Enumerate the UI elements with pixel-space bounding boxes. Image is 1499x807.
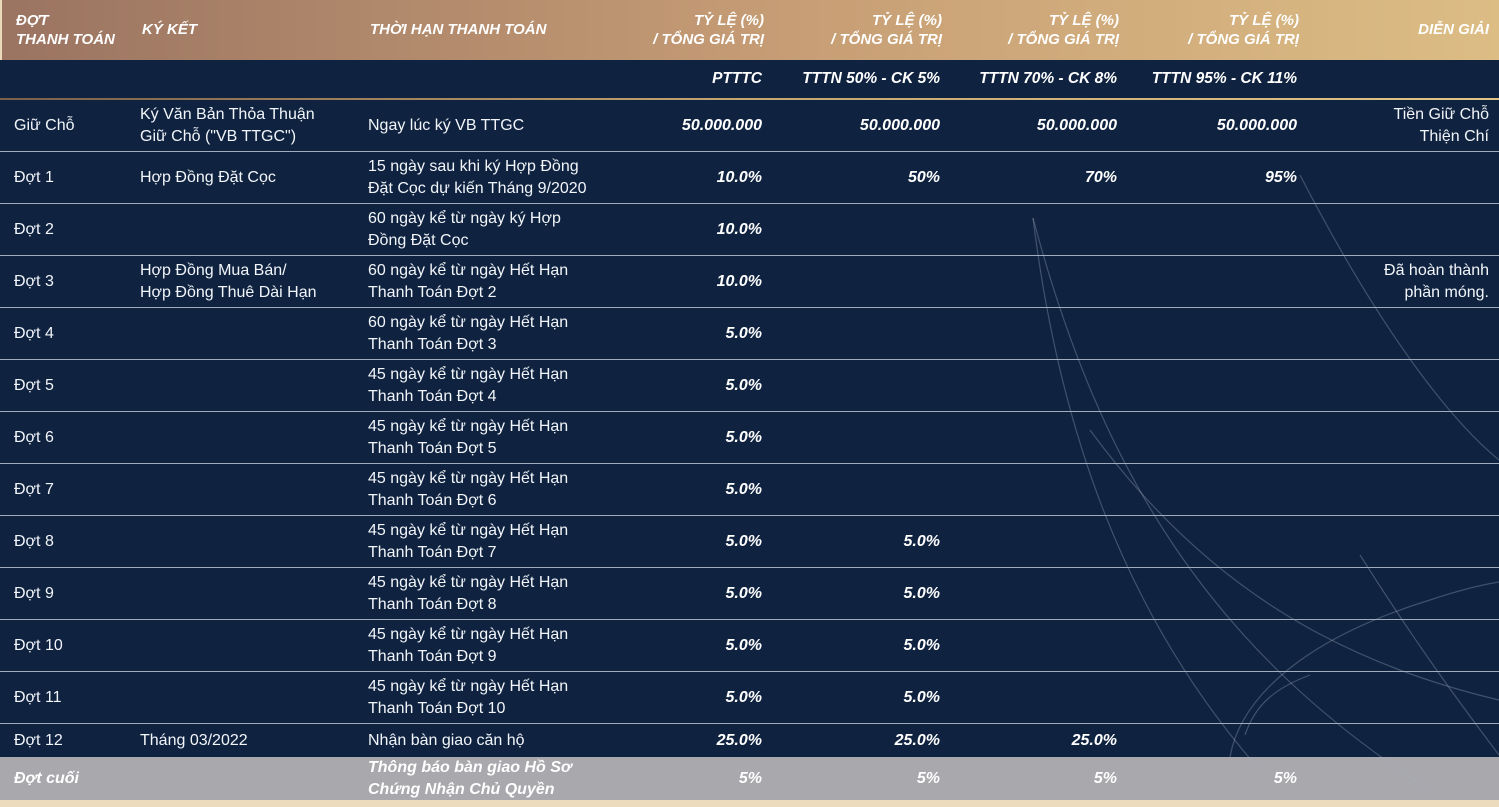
- header-ratio-tttn95: TỶ LỆ (%) / TỔNG GIÁ TRỊ: [1188, 11, 1299, 49]
- cell-deadline: 45 ngày kể từ ngày Hết Hạn Thanh Toán Đợ…: [368, 418, 569, 457]
- cell-tttn95: 50.000.000: [1216, 116, 1297, 134]
- cell-ptttc: 5.0%: [725, 636, 762, 654]
- subheader-ptttc: PTTTC: [712, 69, 762, 87]
- cell-ptttc: 50.000.000: [681, 116, 762, 134]
- table-row: Đợt 7 45 ngày kể từ ngày Hết Hạn Thanh To…: [0, 464, 1499, 516]
- cell-note: Đã hoàn thành phần móng.: [1384, 262, 1489, 301]
- cell-tttn70: 70%: [1084, 168, 1117, 186]
- bottom-accent-strip: [0, 800, 1499, 807]
- table-row: Giữ Chỗ Ký Văn Bản Thỏa Thuận Giữ Chỗ ("V…: [0, 100, 1499, 152]
- header-ratio-tttn50: TỶ LỆ (%) / TỔNG GIÁ TRỊ: [831, 11, 942, 49]
- table-row: Đợt 10 45 ngày kể từ ngày Hết Hạn Thanh T…: [0, 620, 1499, 672]
- cell-note: Tiền Giữ Chỗ Thiện Chí: [1393, 106, 1489, 145]
- header-note: DIỄN GIẢI: [1418, 21, 1489, 39]
- header-phase: ĐỢT THANH TOÁN: [16, 11, 115, 49]
- cell-ptttc: 10.0%: [716, 220, 762, 238]
- cell-deadline: 60 ngày kể từ ngày Hết Hạn Thanh Toán Đợ…: [368, 262, 569, 301]
- header-signing: KÝ KẾT: [142, 21, 198, 39]
- cell-tttn50: 25.0%: [894, 731, 940, 749]
- table-row: Đợt 11 45 ngày kể từ ngày Hết Hạn Thanh T…: [0, 672, 1499, 724]
- cell-signing: Hợp Đồng Mua Bán/ Hợp Đồng Thuê Dài Hạn: [140, 262, 317, 301]
- cell-deadline: Thông báo bàn giao Hồ Sơ Chứng Nhận Chủ …: [368, 759, 572, 798]
- cell-ptttc: 5.0%: [725, 324, 762, 342]
- table-row: Đợt 2 60 ngày kể từ ngày ký Hợp Đồng Đặt …: [0, 204, 1499, 256]
- cell-ptttc: 5.0%: [725, 428, 762, 446]
- table-subheader: PTTTC TTTN 50% - CK 5% TTTN 70% - CK 8% …: [0, 60, 1499, 100]
- cell-deadline: Ngay lúc ký VB TTGC: [368, 116, 525, 134]
- cell-ptttc: 5.0%: [725, 688, 762, 706]
- cell-deadline: 45 ngày kể từ ngày Hết Hạn Thanh Toán Đợ…: [368, 522, 569, 561]
- subheader-tttn70: TTTN 70% - CK 8%: [979, 69, 1117, 87]
- cell-tttn95: 95%: [1264, 168, 1297, 186]
- cell-signing: Ký Văn Bản Thỏa Thuận Giữ Chỗ ("VB TTGC"…: [140, 106, 315, 145]
- table-row: Đợt 12 Tháng 03/2022 Nhận bàn giao căn hộ 2…: [0, 724, 1499, 757]
- cell-phase: Đợt cuối: [14, 769, 79, 787]
- cell-deadline: 45 ngày kể từ ngày Hết Hạn Thanh Toán Đợ…: [368, 574, 569, 613]
- cell-tttn50: 50.000.000: [859, 116, 940, 134]
- cell-phase: Đợt 8: [14, 532, 54, 550]
- cell-tttn50: 5%: [916, 769, 940, 787]
- header-ratio-ptttc: TỶ LỆ (%) / TỔNG GIÁ TRỊ: [653, 11, 764, 49]
- table-row: Đợt 9 45 ngày kể từ ngày Hết Hạn Thanh To…: [0, 568, 1499, 620]
- cell-tttn95: 5%: [1273, 769, 1297, 787]
- cell-phase: Đợt 6: [14, 428, 54, 446]
- cell-phase: Đợt 7: [14, 480, 54, 498]
- cell-tttn50: 50%: [907, 168, 940, 186]
- cell-deadline: 45 ngày kể từ ngày Hết Hạn Thanh Toán Đợ…: [368, 678, 569, 717]
- cell-deadline: 15 ngày sau khi ký Hợp Đồng Đặt Cọc dự k…: [368, 158, 587, 197]
- cell-phase: Đợt 2: [14, 220, 54, 238]
- cell-deadline: 60 ngày kể từ ngày Hết Hạn Thanh Toán Đợ…: [368, 314, 569, 353]
- cell-tttn50: 5.0%: [903, 688, 940, 706]
- table-row: Đợt cuối Thông báo bàn giao Hồ Sơ Chứng N…: [0, 757, 1499, 800]
- cell-tttn70: 50.000.000: [1036, 116, 1117, 134]
- cell-phase: Đợt 11: [14, 688, 62, 706]
- cell-ptttc: 5.0%: [725, 584, 762, 602]
- cell-ptttc: 25.0%: [716, 731, 762, 749]
- subheader-tttn95: TTTN 95% - CK 11%: [1151, 69, 1297, 87]
- table-header: ĐỢT THANH TOÁN KÝ KẾT THỜI HẠN THANH TOÁ…: [0, 0, 1499, 60]
- cell-ptttc: 5%: [738, 769, 762, 787]
- cell-deadline: Nhận bàn giao căn hộ: [368, 731, 525, 749]
- cell-tttn50: 5.0%: [903, 636, 940, 654]
- cell-phase: Giữ Chỗ: [14, 116, 75, 134]
- cell-phase: Đợt 10: [14, 636, 63, 654]
- cell-deadline: 45 ngày kể từ ngày Hết Hạn Thanh Toán Đợ…: [368, 470, 569, 509]
- cell-ptttc: 5.0%: [725, 376, 762, 394]
- cell-ptttc: 5.0%: [725, 532, 762, 550]
- cell-phase: Đợt 5: [14, 376, 54, 394]
- table-row: Đợt 5 45 ngày kể từ ngày Hết Hạn Thanh To…: [0, 360, 1499, 412]
- header-ratio-tttn70: TỶ LỆ (%) / TỔNG GIÁ TRỊ: [1008, 11, 1119, 49]
- cell-tttn50: 5.0%: [903, 584, 940, 602]
- table-row: Đợt 6 45 ngày kể từ ngày Hết Hạn Thanh To…: [0, 412, 1499, 464]
- table-row: Đợt 1 Hợp Đồng Đặt Cọc 15 ngày sau khi ký …: [0, 152, 1499, 204]
- cell-phase: Đợt 3: [14, 272, 54, 290]
- cell-tttn70: 5%: [1093, 769, 1117, 787]
- cell-phase: Đợt 12: [14, 731, 63, 749]
- cell-signing: Hợp Đồng Đặt Cọc: [140, 168, 276, 186]
- table-row: Đợt 3 Hợp Đồng Mua Bán/ Hợp Đồng Thuê Dài…: [0, 256, 1499, 308]
- cell-deadline: 45 ngày kể từ ngày Hết Hạn Thanh Toán Đợ…: [368, 626, 569, 665]
- cell-ptttc: 5.0%: [725, 480, 762, 498]
- table-row: Đợt 4 60 ngày kể từ ngày Hết Hạn Thanh To…: [0, 308, 1499, 360]
- cell-phase: Đợt 9: [14, 584, 54, 602]
- cell-ptttc: 10.0%: [716, 168, 762, 186]
- subheader-tttn50: TTTN 50% - CK 5%: [802, 69, 940, 87]
- cell-deadline: 45 ngày kể từ ngày Hết Hạn Thanh Toán Đợ…: [368, 366, 569, 405]
- cell-signing: Tháng 03/2022: [140, 731, 248, 749]
- cell-phase: Đợt 1: [14, 168, 54, 186]
- header-deadline: THỜI HẠN THANH TOÁN: [370, 21, 547, 39]
- cell-tttn70: 25.0%: [1071, 731, 1117, 749]
- cell-tttn50: 5.0%: [903, 532, 940, 550]
- table-row: Đợt 8 45 ngày kể từ ngày Hết Hạn Thanh To…: [0, 516, 1499, 568]
- table-body: Giữ Chỗ Ký Văn Bản Thỏa Thuận Giữ Chỗ ("V…: [0, 100, 1499, 800]
- cell-deadline: 60 ngày kể từ ngày ký Hợp Đồng Đặt Cọc: [368, 210, 561, 249]
- cell-phase: Đợt 4: [14, 324, 54, 342]
- cell-ptttc: 10.0%: [716, 272, 762, 290]
